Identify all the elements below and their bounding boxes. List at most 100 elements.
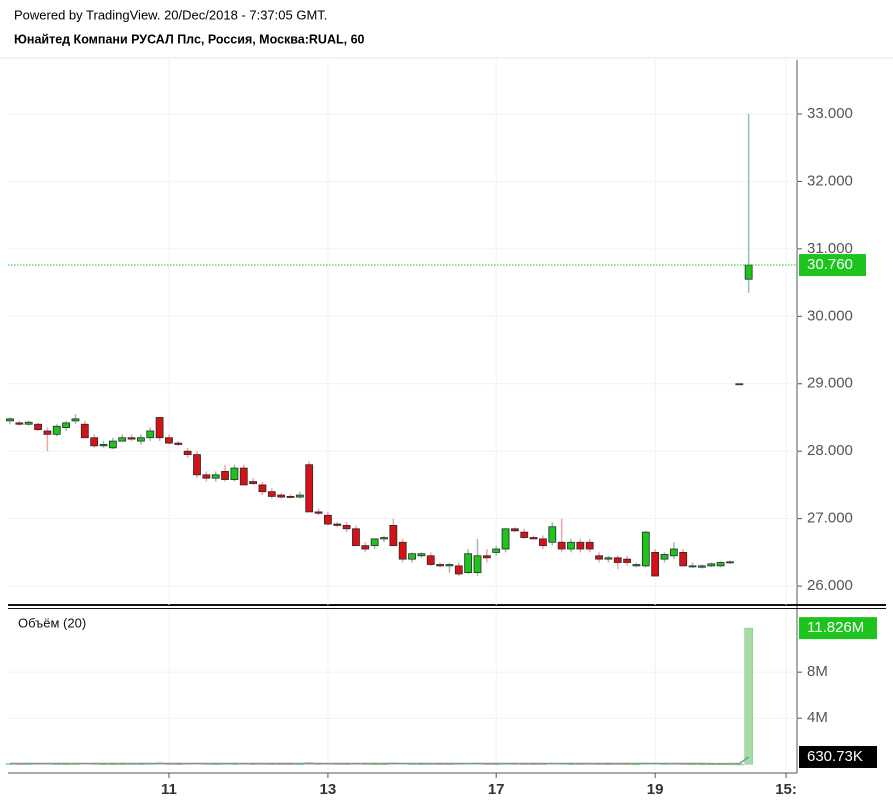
x-tick-label: 19 bbox=[647, 781, 664, 798]
y-tick-label: 33.000 bbox=[807, 105, 853, 122]
candle-body bbox=[155, 417, 164, 439]
candle-body bbox=[567, 541, 575, 550]
x-tick-label: 11 bbox=[161, 781, 177, 798]
candle-body bbox=[398, 541, 407, 560]
candle-body bbox=[108, 440, 117, 449]
header-line2: Юнайтед Компани РУСАЛ Плс, Россия, Москв… bbox=[14, 32, 365, 46]
candle-body bbox=[15, 422, 24, 425]
last-ma-box bbox=[799, 745, 877, 768]
y-tick-label: 30.000 bbox=[807, 307, 853, 324]
candle-body bbox=[43, 430, 52, 435]
y-tick-label: 28.000 bbox=[807, 442, 853, 459]
last-price-label: 30.760 bbox=[807, 256, 853, 273]
candle-body bbox=[389, 525, 398, 547]
candle-body bbox=[136, 437, 145, 442]
candle-body bbox=[249, 481, 258, 484]
candle-body bbox=[361, 545, 370, 550]
candle-body bbox=[520, 531, 529, 538]
candle-body bbox=[482, 555, 491, 559]
candle-body bbox=[305, 464, 314, 513]
candle-body bbox=[623, 558, 631, 563]
candle-body bbox=[183, 450, 192, 455]
y-tick-label: 8M bbox=[807, 663, 828, 680]
candle-body bbox=[576, 541, 585, 550]
candle-body bbox=[352, 528, 360, 547]
y-tick-label: 27.000 bbox=[807, 510, 853, 527]
candle-body bbox=[613, 557, 622, 563]
x-tick-label: 13 bbox=[320, 781, 337, 798]
candle-body bbox=[286, 496, 295, 498]
candle-body bbox=[726, 561, 734, 564]
candle-body bbox=[539, 538, 547, 547]
candle-body bbox=[211, 474, 220, 479]
candle-body bbox=[688, 565, 697, 568]
candle-body bbox=[510, 528, 519, 532]
last-volume-label: 11.826M bbox=[807, 619, 864, 636]
candle-body bbox=[716, 562, 725, 567]
candle-body bbox=[707, 563, 716, 567]
candle-body bbox=[24, 421, 33, 425]
candle-body bbox=[548, 526, 557, 543]
candle-body bbox=[660, 554, 669, 560]
candle-body bbox=[239, 467, 248, 486]
candle-body bbox=[445, 564, 454, 567]
candle-body bbox=[323, 514, 332, 525]
candle-body bbox=[585, 541, 594, 550]
y-tick-label: 4M bbox=[807, 709, 828, 726]
volume-bar bbox=[744, 627, 753, 765]
candle-body bbox=[698, 565, 706, 568]
candle-body bbox=[595, 555, 603, 560]
candle-body bbox=[314, 511, 323, 514]
candle-body bbox=[295, 494, 304, 498]
volume-ma-line bbox=[10, 756, 750, 765]
candle-body bbox=[641, 531, 650, 567]
candle-body bbox=[473, 555, 482, 574]
candle-body bbox=[426, 555, 435, 565]
candle-body bbox=[80, 423, 89, 439]
header-line1: Powered by TradingView. 20/Dec/2018 - 7:… bbox=[14, 7, 327, 22]
last-volume-box bbox=[799, 617, 877, 640]
candle-body bbox=[127, 437, 136, 440]
candle-body bbox=[454, 565, 463, 575]
candle-body bbox=[193, 454, 201, 476]
candle-body bbox=[501, 528, 510, 550]
volume-title: Объём (20) bbox=[18, 615, 86, 630]
candle-body bbox=[370, 538, 379, 547]
candle-body bbox=[679, 551, 688, 567]
candle-body bbox=[735, 383, 744, 386]
candle-body bbox=[34, 423, 42, 431]
last-ma-label: 630.73K bbox=[807, 748, 863, 765]
y-tick-label: 26.000 bbox=[807, 577, 853, 594]
candle-body bbox=[165, 437, 173, 444]
candle-body bbox=[529, 537, 538, 540]
x-tick-label: 17 bbox=[488, 781, 505, 798]
candle-body bbox=[90, 437, 99, 447]
y-tick-label: 31.000 bbox=[807, 240, 853, 257]
candle-body bbox=[342, 525, 351, 530]
candle-body bbox=[6, 418, 14, 422]
candle-body bbox=[267, 491, 276, 497]
candle-body bbox=[62, 422, 70, 429]
candle-body bbox=[744, 264, 753, 280]
candle-body bbox=[408, 553, 416, 560]
candle-body bbox=[202, 474, 211, 479]
candle-body bbox=[230, 467, 239, 480]
candle-body bbox=[146, 430, 155, 439]
candle-body bbox=[52, 425, 61, 435]
candle-body bbox=[99, 444, 108, 447]
candle-body bbox=[174, 442, 183, 445]
y-tick-label: 29.000 bbox=[807, 375, 853, 392]
x-tick-label: 15: bbox=[775, 781, 797, 798]
candle-body bbox=[277, 494, 286, 498]
candle-body bbox=[221, 471, 229, 480]
candle-body bbox=[604, 557, 613, 560]
candle-body bbox=[492, 548, 501, 553]
candle-body bbox=[436, 564, 445, 567]
candle-body bbox=[258, 484, 267, 493]
candle-body bbox=[464, 553, 473, 574]
candle-body bbox=[557, 541, 566, 550]
y-tick-label: 32.000 bbox=[807, 172, 853, 189]
candle-body bbox=[333, 523, 342, 526]
candle-body bbox=[417, 553, 426, 557]
